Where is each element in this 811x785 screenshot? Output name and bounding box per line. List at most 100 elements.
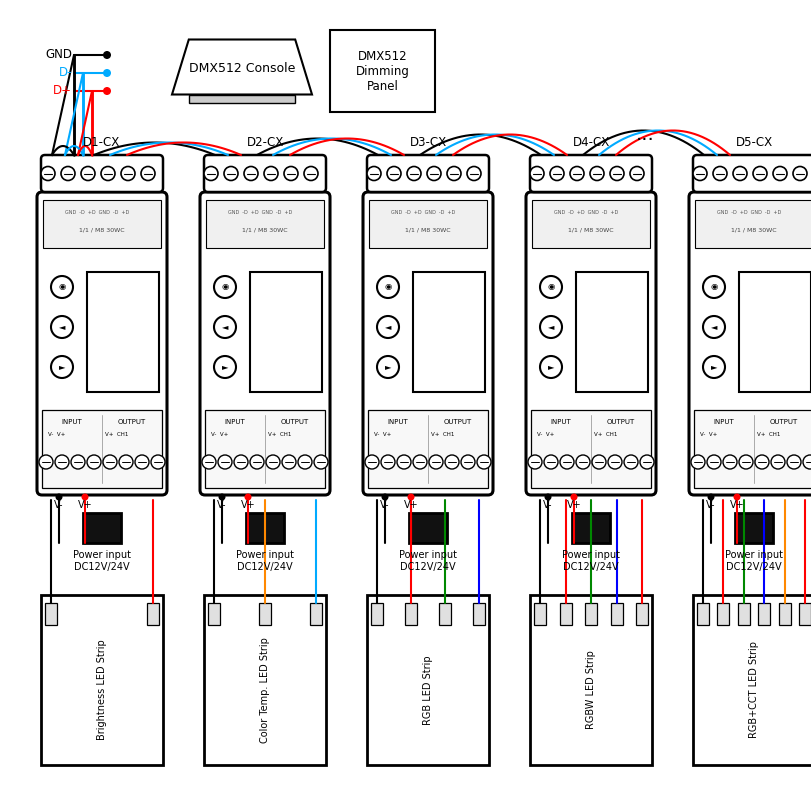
Text: ◄: ◄ [384, 323, 391, 331]
Circle shape [71, 455, 85, 469]
FancyBboxPatch shape [689, 192, 811, 495]
Circle shape [703, 276, 725, 298]
Circle shape [141, 166, 155, 181]
Circle shape [224, 166, 238, 181]
Polygon shape [172, 39, 312, 94]
Bar [799, 603, 811, 625]
Circle shape [214, 316, 236, 338]
Text: V-  V+: V- V+ [538, 432, 555, 436]
Text: Power input
DC12V/24V: Power input DC12V/24V [73, 550, 131, 571]
Bar [310, 603, 322, 625]
Text: GND  -D  +D  GND  -D  +D: GND -D +D GND -D +D [391, 210, 455, 214]
Text: OUTPUT: OUTPUT [444, 419, 472, 425]
Circle shape [39, 455, 53, 469]
Circle shape [771, 455, 785, 469]
Circle shape [707, 455, 721, 469]
Bar [697, 603, 709, 625]
Bar [530, 595, 652, 765]
Circle shape [787, 455, 801, 469]
Bar [531, 410, 651, 488]
Circle shape [103, 87, 111, 95]
Circle shape [151, 455, 165, 469]
Bar [250, 272, 322, 392]
Bar [695, 200, 811, 248]
Circle shape [81, 494, 88, 501]
Circle shape [61, 166, 75, 181]
Text: INPUT: INPUT [388, 419, 409, 425]
Circle shape [590, 166, 604, 181]
Text: ◉: ◉ [547, 283, 555, 291]
Bar [718, 603, 729, 625]
FancyBboxPatch shape [41, 155, 163, 192]
Circle shape [218, 494, 225, 501]
Text: V-  V+: V- V+ [49, 432, 66, 436]
Circle shape [55, 494, 62, 501]
Text: Color Temp. LED Strip: Color Temp. LED Strip [260, 637, 270, 743]
FancyBboxPatch shape [693, 155, 811, 192]
Text: ◉: ◉ [221, 283, 229, 291]
Circle shape [703, 316, 725, 338]
Bar [43, 200, 161, 248]
Circle shape [103, 455, 117, 469]
Text: ◄: ◄ [221, 323, 228, 331]
Text: OUTPUT: OUTPUT [770, 419, 798, 425]
Circle shape [304, 166, 318, 181]
Circle shape [204, 166, 218, 181]
Circle shape [733, 494, 740, 501]
Circle shape [733, 166, 747, 181]
Circle shape [381, 455, 395, 469]
FancyBboxPatch shape [367, 155, 489, 192]
Text: V+  CH1: V+ CH1 [431, 432, 455, 436]
Text: D1-CX: D1-CX [84, 137, 121, 149]
Bar [371, 603, 383, 625]
Text: ◄: ◄ [547, 323, 554, 331]
Text: ◉: ◉ [384, 283, 392, 291]
Circle shape [447, 166, 461, 181]
Text: GND  -D  +D  GND  -D  +D: GND -D +D GND -D +D [65, 210, 129, 214]
Circle shape [691, 455, 705, 469]
Circle shape [610, 166, 624, 181]
Text: ►: ► [58, 363, 65, 371]
Circle shape [803, 455, 811, 469]
Text: Power input
DC12V/24V: Power input DC12V/24V [399, 550, 457, 571]
Text: V-  V+: V- V+ [701, 432, 718, 436]
Text: V+  CH1: V+ CH1 [757, 432, 781, 436]
Bar [83, 513, 121, 543]
Circle shape [51, 356, 73, 378]
Circle shape [630, 166, 644, 181]
Circle shape [119, 455, 133, 469]
Circle shape [540, 316, 562, 338]
Circle shape [570, 166, 584, 181]
Text: D+: D+ [53, 85, 72, 97]
Circle shape [266, 455, 280, 469]
Circle shape [544, 494, 551, 501]
Text: V-: V- [380, 500, 390, 510]
Text: V-: V- [54, 500, 64, 510]
Text: V-: V- [543, 500, 553, 510]
FancyBboxPatch shape [526, 192, 656, 495]
Circle shape [51, 316, 73, 338]
Circle shape [407, 166, 421, 181]
Text: Power input
DC12V/24V: Power input DC12V/24V [236, 550, 294, 571]
Text: INPUT: INPUT [714, 419, 735, 425]
Circle shape [81, 166, 95, 181]
Text: D2-CX: D2-CX [247, 137, 284, 149]
Text: DMX512
Dimming
Panel: DMX512 Dimming Panel [355, 49, 410, 93]
Text: Power input
DC12V/24V: Power input DC12V/24V [725, 550, 783, 571]
Bar [779, 603, 791, 625]
Bar [532, 200, 650, 248]
Circle shape [103, 69, 111, 77]
Text: V+  CH1: V+ CH1 [594, 432, 618, 436]
Text: INPUT: INPUT [62, 419, 83, 425]
Circle shape [377, 356, 399, 378]
Circle shape [608, 455, 622, 469]
Circle shape [624, 455, 638, 469]
Text: ►: ► [384, 363, 391, 371]
Bar [473, 603, 485, 625]
Text: INPUT: INPUT [551, 419, 572, 425]
Text: V+: V+ [567, 500, 581, 510]
Circle shape [101, 166, 115, 181]
Text: RGB+CCT LED Strip: RGB+CCT LED Strip [749, 641, 759, 739]
Text: D4-CX: D4-CX [573, 137, 610, 149]
Circle shape [135, 455, 149, 469]
